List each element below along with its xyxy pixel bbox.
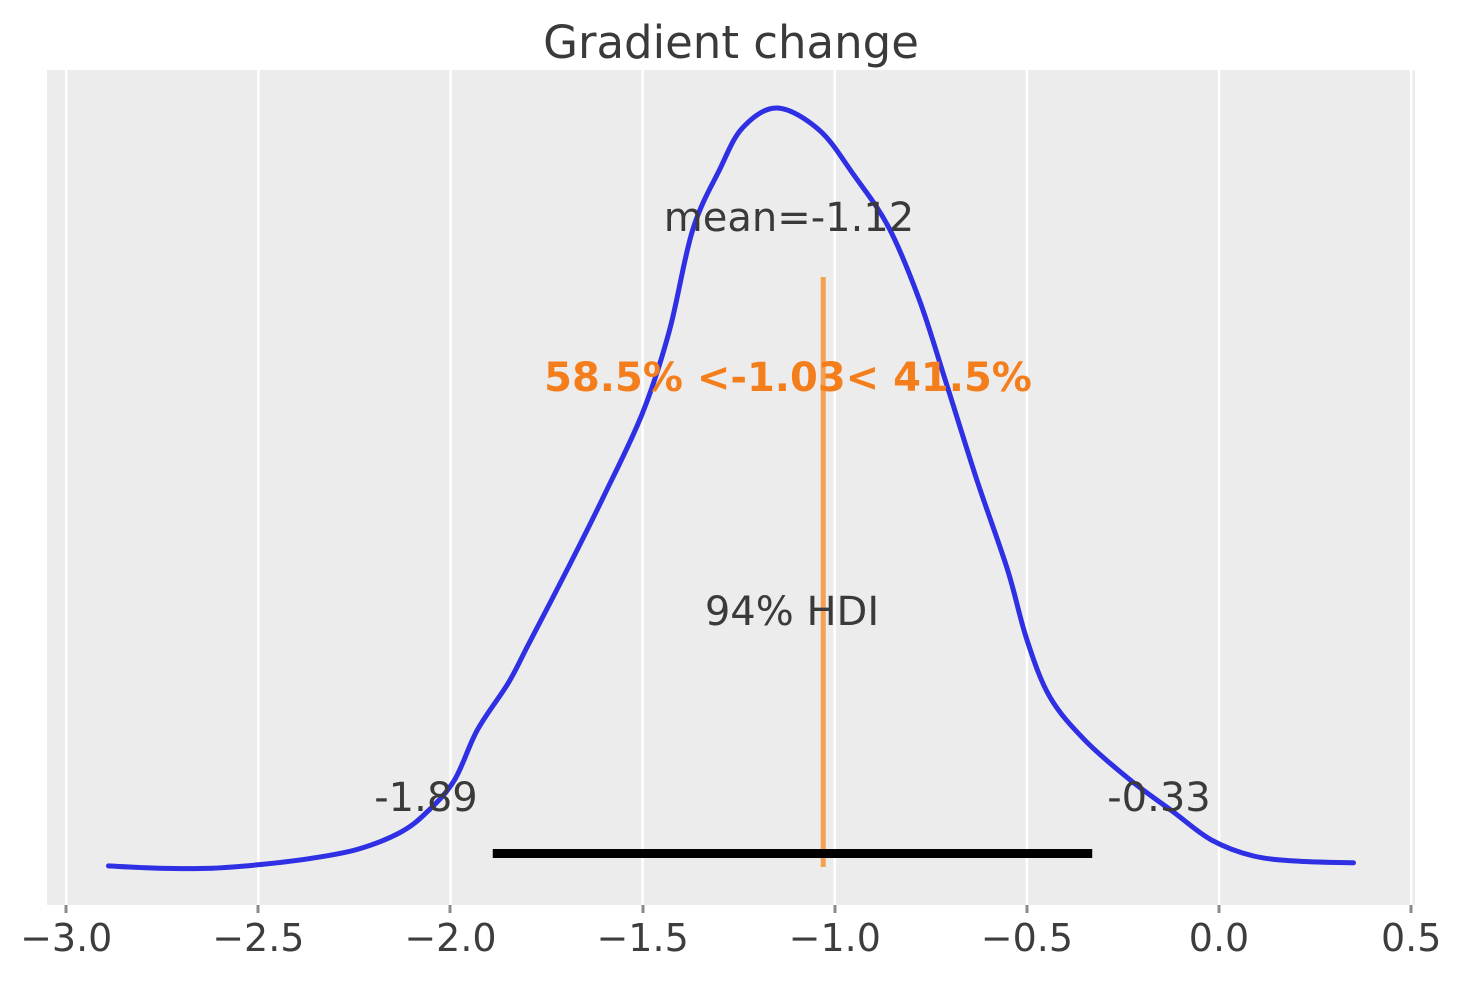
tick-mark: [641, 905, 645, 913]
mean-annotation: mean=-1.12: [663, 195, 915, 241]
x-tick-label: 0.0: [1188, 916, 1250, 960]
tick-mark: [64, 905, 68, 913]
ref-value-annotation: 58.5% <-1.03< 41.5%: [544, 355, 1032, 401]
tick-mark: [833, 905, 837, 913]
hdi-upper-annotation: -0.33: [1107, 775, 1211, 821]
tick-mark: [256, 905, 260, 913]
kde-svg: [64, 70, 1413, 905]
hdi-lower-annotation: -1.89: [374, 775, 478, 821]
tick-mark: [1409, 905, 1413, 913]
tick-mark: [448, 905, 452, 913]
tick-mark: [1025, 905, 1029, 913]
x-tick-label: −1.5: [596, 916, 689, 960]
x-tick-label: 0.5: [1380, 916, 1442, 960]
figure-title: Gradient change: [543, 16, 919, 69]
x-tick-label: −3.0: [20, 916, 113, 960]
x-tick-label: −2.5: [212, 916, 305, 960]
x-tick-label: −0.5: [980, 916, 1074, 960]
tick-mark: [1217, 905, 1221, 913]
x-tick-label: −2.0: [404, 916, 497, 960]
kde-curve: [106, 105, 1356, 872]
x-tick-label: −1.0: [788, 916, 881, 960]
hdi-annotation: 94% HDI: [704, 589, 880, 635]
plot-panel: [47, 70, 1415, 905]
